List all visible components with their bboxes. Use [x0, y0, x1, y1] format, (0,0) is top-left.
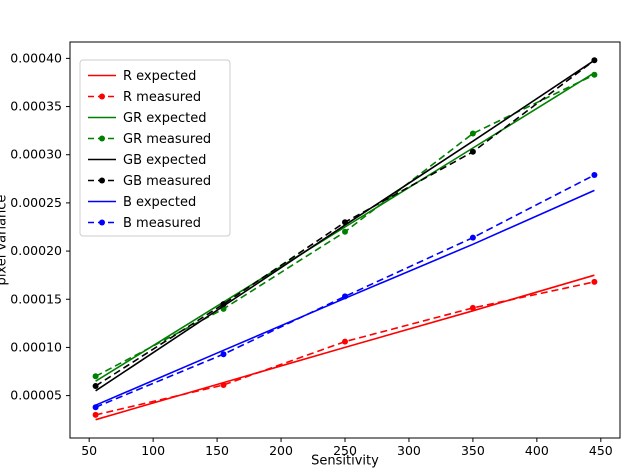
y-tick-label: 0.00015: [10, 291, 62, 306]
data-point-gb-measured: [591, 57, 598, 64]
legend-item: B measured: [88, 216, 201, 231]
legend-marker-sample: [99, 93, 105, 100]
legend-label: R expected: [123, 69, 196, 84]
legend-marker-sample: [99, 135, 105, 142]
series-line-r-measured: [95, 281, 595, 416]
data-point-b-measured: [342, 293, 348, 300]
y-tick-label: 0.00025: [10, 195, 62, 210]
x-tick-label: 100: [141, 443, 165, 458]
y-tick-label: 0.00040: [10, 50, 62, 65]
legend-item: GR expected: [88, 111, 206, 126]
x-tick-label: 400: [525, 443, 549, 458]
legend-label: GR expected: [123, 111, 206, 126]
legend: R expected R measured GR expected GR measur…: [79, 59, 231, 237]
legend-item: GB measured: [88, 174, 211, 189]
x-axis: 50 100 150 200 250 300 350 400 450: [81, 438, 613, 458]
data-point-r-measured: [220, 382, 227, 388]
data-point-gr-measured: [469, 130, 476, 137]
legend-marker-sample: [99, 177, 105, 184]
x-tick-label: 300: [397, 443, 421, 458]
data-point-gb-measured: [342, 219, 348, 226]
data-point-gb-measured: [220, 301, 227, 308]
y-tick-label: 0.00030: [10, 147, 62, 162]
data-point-gr-measured: [92, 373, 99, 380]
legend-item: GR measured: [88, 132, 211, 147]
data-point-r-measured: [591, 278, 598, 285]
data-point-gr-measured: [342, 228, 348, 235]
legend-marker-sample: [99, 219, 105, 226]
legend-label: GB measured: [123, 174, 211, 189]
x-tick-label: 450: [589, 443, 613, 458]
legend-item: R measured: [88, 90, 201, 105]
data-point-r-measured: [469, 304, 476, 311]
y-axis-label: pixel variance: [0, 194, 10, 286]
legend-label: R measured: [123, 90, 201, 105]
legend-item: B expected: [88, 195, 196, 210]
x-tick-label: 350: [461, 443, 485, 458]
data-point-b-measured: [220, 351, 227, 358]
legend-item: GB expected: [88, 153, 206, 168]
legend-label: GB expected: [123, 153, 206, 168]
x-tick-label: 150: [205, 443, 229, 458]
x-axis-label: Sensitivity: [311, 453, 379, 469]
plot-series: [92, 57, 598, 421]
legend-box: [79, 59, 231, 237]
y-axis: 0.00005 0.00010 0.00015 0.00020 0.00025 0.000…: [10, 50, 70, 403]
series-line-gr-expected: [95, 72, 595, 382]
y-tick-label: 0.00020: [10, 243, 62, 258]
data-point-gb-measured: [469, 148, 476, 155]
data-point-b-measured: [92, 404, 99, 411]
legend-label: B expected: [123, 195, 196, 210]
data-point-b-measured: [591, 172, 598, 178]
legend-item: R expected: [88, 69, 196, 84]
legend-label: B measured: [123, 216, 201, 231]
data-point-gr-measured: [591, 71, 598, 78]
y-tick-label: 0.00010: [10, 339, 62, 354]
y-tick-label: 0.00035: [10, 99, 62, 114]
y-tick-label: 0.00005: [10, 388, 62, 403]
data-point-gb-measured: [92, 383, 99, 389]
x-tick-label: 50: [81, 443, 97, 458]
data-point-r-measured: [342, 338, 348, 345]
x-tick-label: 250: [333, 443, 357, 458]
data-point-r-measured: [92, 411, 99, 418]
data-point-b-measured: [469, 234, 476, 241]
legend-label: GR measured: [123, 132, 211, 147]
series-line-b-measured: [95, 174, 595, 408]
x-tick-label: 200: [269, 443, 293, 458]
